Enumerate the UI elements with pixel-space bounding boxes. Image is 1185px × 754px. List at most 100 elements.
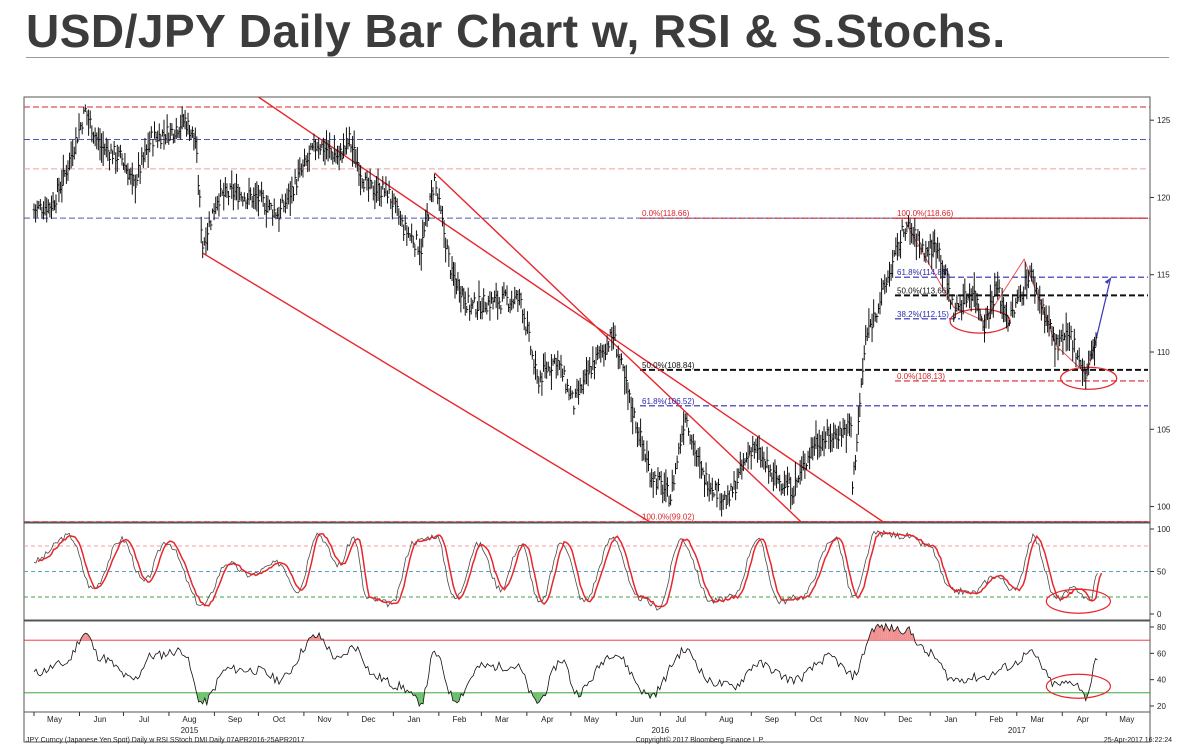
rsi-oversold-fill	[198, 692, 201, 703]
rsi-tick-label: 20	[1157, 702, 1166, 711]
month-label: Nov	[854, 715, 868, 724]
rsi-oversold-fill	[417, 692, 420, 707]
rsi-overbought-fill	[85, 633, 88, 641]
month-label: Dec	[361, 715, 375, 724]
rsi-overbought-fill	[901, 633, 904, 641]
month-label: Sep	[765, 715, 780, 724]
rsi-oversold-fill	[457, 692, 460, 703]
chart-title: USD/JPY Daily Bar Chart w, RSI & S.Stoch…	[26, 5, 1006, 57]
time-axis-frame	[23, 711, 1151, 743]
rsi-overbought-fill	[879, 624, 882, 641]
rsi-overbought-fill	[897, 626, 900, 641]
stoch-slow-line	[37, 531, 1103, 608]
price-tick-label: 100	[1157, 503, 1171, 512]
month-label: Aug	[182, 715, 196, 724]
rsi-overbought-fill	[881, 624, 884, 641]
rsi-overbought-fill	[893, 630, 896, 641]
rsi-overbought-fill	[911, 633, 914, 641]
month-label: May	[584, 715, 599, 724]
month-label: May	[47, 715, 62, 724]
fib-level-label: 61.8%(106.52)	[642, 397, 695, 406]
footer-source: JPY Curncy (Japanese Yen Spot) Daily w R…	[26, 737, 305, 744]
footer-timestamp: 25-Apr-2017 16:22:24	[1104, 737, 1172, 744]
fib-level-label: 0.0%(118.66)	[642, 209, 690, 218]
stoch-tick-label: 0	[1157, 610, 1162, 619]
month-label: Mar	[1030, 715, 1044, 724]
month-label: Nov	[317, 715, 331, 724]
rsi-overbought-fill	[889, 624, 892, 641]
month-label: Feb	[452, 715, 466, 724]
fib-level-label: 61.8%(114.84)	[897, 268, 949, 277]
rsi-plot-area	[24, 622, 1150, 707]
rsi-oversold-fill	[454, 692, 458, 703]
rsi-overbought-fill	[313, 634, 316, 641]
stoch-tick-label: 50	[1157, 568, 1166, 577]
rsi-oversold-fill	[452, 692, 455, 702]
rsi-overbought-fill	[887, 627, 890, 641]
rsi-tick-label: 80	[1157, 623, 1166, 632]
rsi-oversold-fill	[204, 692, 207, 705]
rsi-overbought-fill	[903, 632, 906, 641]
month-label: May	[1119, 715, 1134, 724]
fib-level-label: 38.2%(112.15)	[897, 310, 949, 319]
rsi-overbought-fill	[875, 624, 878, 641]
fib-level-label: 0.0%(108.13)	[897, 372, 945, 381]
price-tick-label: 115	[1157, 271, 1170, 280]
price-tick-label: 105	[1157, 425, 1171, 434]
fib-level-label: 100.0%(99.02)	[642, 513, 695, 522]
rsi-overbought-fill	[877, 624, 880, 641]
month-label: Dec	[898, 715, 912, 724]
footer-copyright: Copyright© 2017 Bloomberg Finance L.P.	[636, 736, 765, 744]
rsi-highlight-ellipse	[1045, 673, 1111, 699]
rsi-overbought-fill	[885, 623, 888, 641]
rsi-overbought-fill	[315, 637, 318, 641]
stoch-highlight-ellipse	[1045, 588, 1111, 614]
title-divider	[26, 57, 1169, 58]
year-label: 2015	[181, 726, 199, 735]
rsi-oversold-fill	[419, 692, 422, 707]
rsi-overbought-fill	[905, 628, 908, 641]
price-tick-label: 110	[1157, 348, 1170, 357]
rsi-oversold-fill	[537, 692, 540, 704]
rsi-oversold-fill	[535, 692, 538, 704]
rsi-overbought-fill	[907, 626, 910, 641]
month-label: Jul	[139, 715, 149, 724]
month-label: Feb	[989, 715, 1003, 724]
rsi-overbought-fill	[874, 626, 876, 641]
year-label: 2016	[651, 726, 669, 735]
month-label: Jun	[630, 715, 643, 724]
rsi-oversold-fill	[202, 692, 205, 704]
price-tick-label: 125	[1157, 116, 1171, 125]
month-label: Apr	[541, 715, 554, 724]
trend-channel-line	[258, 97, 884, 522]
stoch-plot-area	[24, 529, 1150, 614]
month-label: Sep	[228, 715, 243, 724]
month-label: Mar	[495, 715, 509, 724]
fib-level-label: 100.0%(118.66)	[897, 209, 954, 218]
rsi-tick-label: 40	[1157, 676, 1166, 685]
month-label: Jul	[676, 715, 686, 724]
month-label: Oct	[810, 715, 823, 724]
stoch-fast-line	[33, 529, 1098, 611]
price-tick-label: 120	[1157, 193, 1171, 202]
month-label: Oct	[273, 715, 286, 724]
rsi-oversold-fill	[539, 692, 542, 702]
rsi-overbought-fill	[87, 633, 90, 641]
month-label: Aug	[719, 715, 733, 724]
month-label: Jun	[94, 715, 107, 724]
month-label: Jan	[944, 715, 957, 724]
rsi-overbought-fill	[870, 628, 873, 641]
price-plot-area	[24, 97, 1150, 522]
month-label: Apr	[1077, 715, 1090, 724]
rsi-oversold-fill	[200, 692, 203, 704]
trend-channel-line	[202, 252, 651, 522]
rsi-panel-frame	[23, 620, 1151, 713]
fib-level-label: 50.0%(108.84)	[642, 361, 695, 370]
rsi-tick-label: 60	[1157, 649, 1166, 658]
rsi-line	[33, 622, 1098, 707]
fib-level-label: 50.0%(113.66)	[897, 286, 949, 295]
projection-arrowhead	[1104, 277, 1111, 284]
highlight-ellipse	[949, 308, 1011, 334]
ohlc-bars	[32, 104, 1098, 517]
